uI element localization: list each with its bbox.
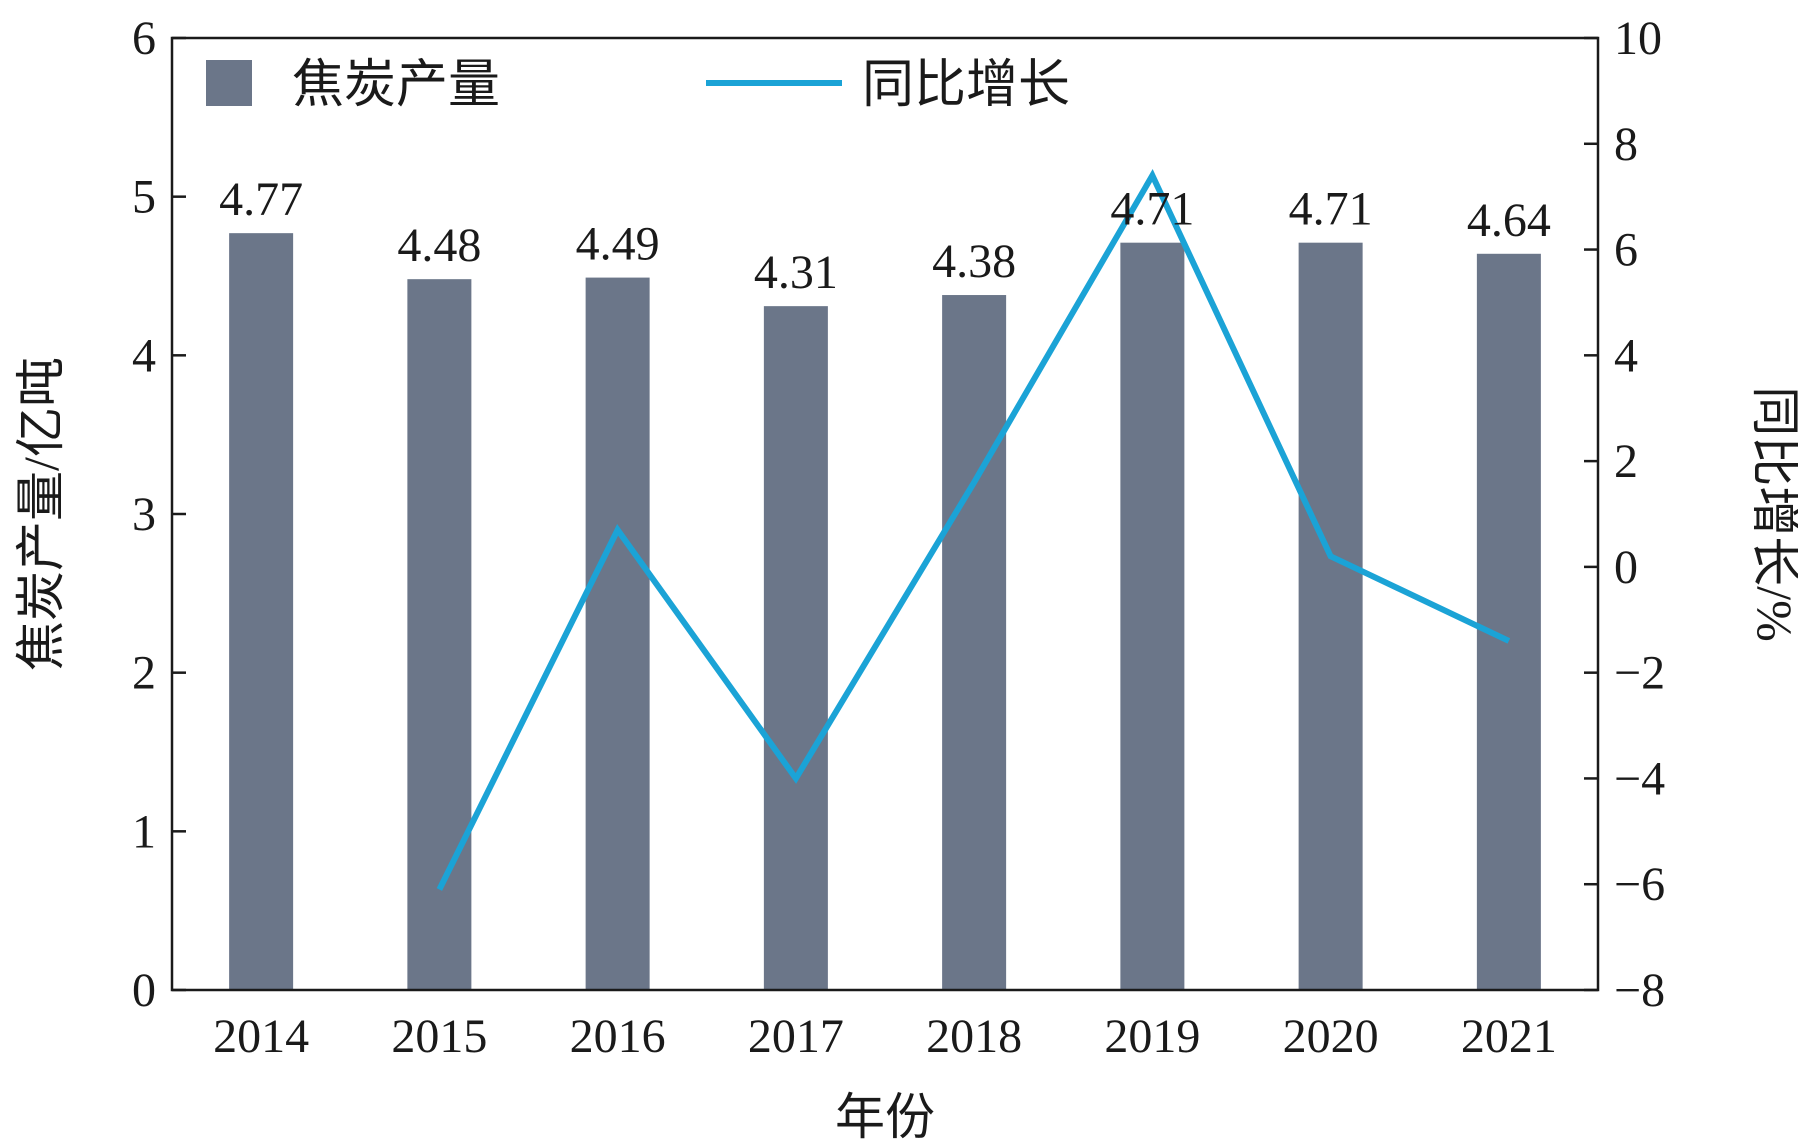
y-tick-label-2: 2 <box>132 647 156 700</box>
x-tick-label-2018: 2018 <box>926 1010 1022 1063</box>
y2-tick-label-10: 10 <box>1614 12 1662 65</box>
bar-2018 <box>942 295 1007 990</box>
x-axis-title: 年份 <box>835 1089 935 1145</box>
y2-tick-label-0: 0 <box>1614 541 1638 594</box>
x-tick-label-2021: 2021 <box>1461 1010 1557 1063</box>
y-tick-label-5: 5 <box>132 171 156 224</box>
y2-tick-label-2: 2 <box>1614 435 1638 488</box>
y-tick-label-1: 1 <box>132 805 156 858</box>
bar-2019 <box>1120 242 1185 990</box>
bar-2015 <box>407 279 472 990</box>
y-axis-title: 焦炭产量/亿吨 <box>13 357 69 671</box>
data-label-2020: 4.71 <box>1289 183 1373 236</box>
y2-tick-label--6: −6 <box>1614 858 1665 911</box>
x-tick-label-2015: 2015 <box>391 1010 487 1063</box>
bar-2021 <box>1476 253 1541 990</box>
x-tick-label-2014: 2014 <box>213 1010 309 1063</box>
x-tick-label-2017: 2017 <box>748 1010 844 1063</box>
legend-bar-swatch <box>206 60 252 106</box>
x-tick-label-2020: 2020 <box>1283 1010 1379 1063</box>
legend-line-label: 同比增长 <box>862 57 1070 114</box>
y2-tick-label--2: −2 <box>1614 647 1665 700</box>
y2-axis-title: 同比增长/% <box>1747 386 1798 642</box>
y-tick-label-3: 3 <box>132 488 156 541</box>
y-tick-label-6: 6 <box>132 12 156 65</box>
y-tick-label-0: 0 <box>132 964 156 1017</box>
line-layer <box>436 169 1511 891</box>
y2-tick-label--4: −4 <box>1614 752 1665 805</box>
data-label-2016: 4.49 <box>576 218 660 271</box>
y2-tick-label-8: 8 <box>1614 118 1638 171</box>
y2-tick-label-4: 4 <box>1614 329 1638 382</box>
y2-tick-label--8: −8 <box>1614 964 1665 1017</box>
plot-frame <box>170 36 1600 992</box>
bar-2016 <box>585 277 650 990</box>
x-tick-label-2019: 2019 <box>1104 1010 1200 1063</box>
bar-2020 <box>1298 242 1363 990</box>
data-label-2019: 4.71 <box>1110 183 1194 236</box>
y2-tick-label-6: 6 <box>1614 224 1638 277</box>
legend: 焦炭产量 同比增长 <box>206 57 1070 114</box>
x-tick-label-2016: 2016 <box>570 1010 666 1063</box>
data-label-2018: 4.38 <box>932 235 1016 288</box>
bar-2017 <box>763 306 828 990</box>
data-label-2017: 4.31 <box>754 246 838 299</box>
data-label-2014: 4.77 <box>219 173 303 226</box>
data-label-2021: 4.64 <box>1467 194 1551 247</box>
data-label-2015: 4.48 <box>397 219 481 272</box>
legend-bar-label: 焦炭产量 <box>292 57 500 114</box>
labels-layer: 4.77 4.48 4.49 4.31 4.38 4.71 4.71 4.64 <box>219 173 1551 299</box>
y-tick-label-4: 4 <box>132 329 156 382</box>
axes-layer: 0 1 2 3 4 5 6 −8 −6 −4 −2 0 2 4 6 8 10 2014 2015 2016 2017 20… <box>132 12 1665 1063</box>
bar-2014 <box>229 233 294 990</box>
bars-layer <box>229 233 1541 990</box>
growth-line <box>436 169 1511 891</box>
